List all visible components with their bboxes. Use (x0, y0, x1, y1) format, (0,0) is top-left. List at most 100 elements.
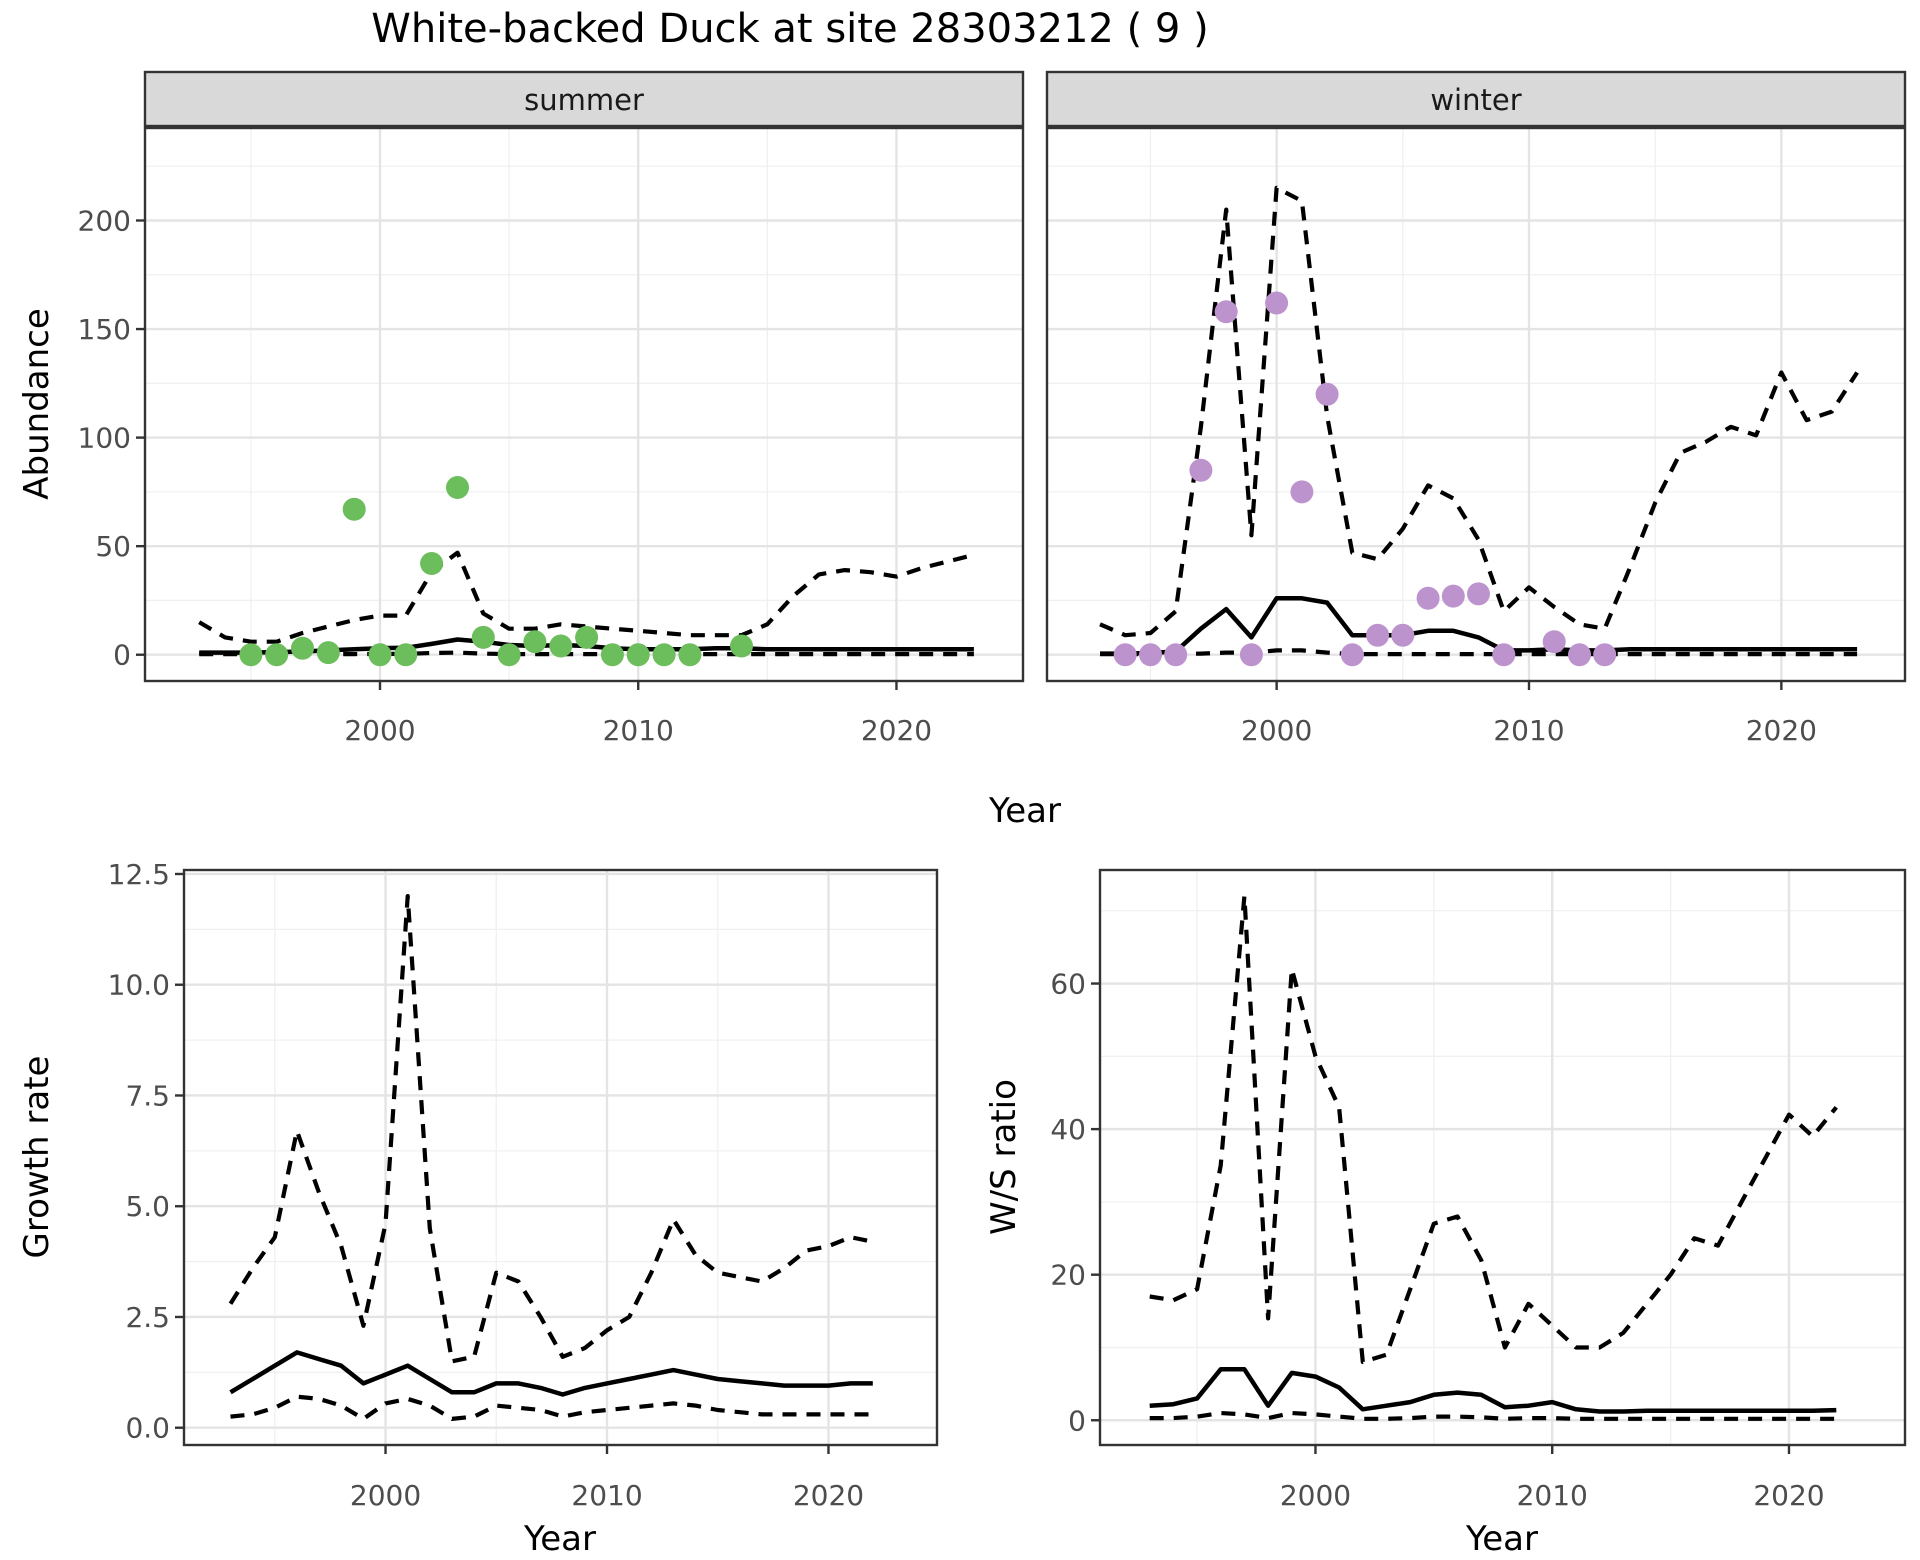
upper-ci-line (198, 550, 975, 644)
y-tick-label: 5.0 (125, 1190, 170, 1223)
gridlines (145, 128, 1023, 681)
y-tick-label: 20 (1050, 1259, 1086, 1292)
data-point (523, 630, 547, 654)
observed-summer-counts-group (239, 476, 753, 667)
facet-strip-label: summer (524, 83, 644, 117)
facet-strip-label: winter (1430, 83, 1521, 117)
facet-strip (1045, 70, 1907, 128)
data-point (730, 634, 753, 658)
data-point (291, 636, 314, 660)
data-point (1366, 623, 1390, 647)
y-tick-label: 0 (1068, 1404, 1086, 1437)
data-point (1441, 584, 1465, 608)
x-tick-label: 2020 (1753, 1479, 1824, 1512)
data-point (1214, 300, 1238, 324)
data-point (1290, 480, 1314, 504)
x-tick-label: 2000 (350, 1479, 421, 1512)
x-tick-label: 2010 (1493, 714, 1564, 747)
data-point (1239, 643, 1263, 667)
data-point (1416, 586, 1440, 610)
x-tick-label: 2010 (603, 714, 674, 747)
y-axis-title: W/S ratio (984, 1079, 1024, 1235)
y-tick-label: 40 (1050, 1113, 1086, 1146)
y-tick-label: 12.5 (108, 858, 170, 891)
data-point (265, 643, 289, 667)
panel-ws-ratio: 2000 2010 2020 0 20 40 60 W/S ratio Year (984, 868, 1907, 1559)
x-tick-label: 2020 (1746, 714, 1817, 747)
data-point (600, 643, 624, 667)
x-axis-title: Year (1465, 1519, 1538, 1559)
data-point (626, 643, 650, 667)
panel-border (1045, 126, 1907, 683)
model-fit-line (229, 1350, 873, 1397)
x-tick-label: 2010 (1517, 1479, 1588, 1512)
data-point (1568, 643, 1591, 667)
y-tick-label: 150 (78, 313, 131, 346)
y-axis-title: Growth rate (17, 1056, 57, 1259)
data-point (1113, 643, 1137, 667)
data-point (1340, 643, 1364, 667)
data-point (342, 497, 366, 521)
data-point (497, 643, 521, 667)
panel-growth-rate: 2000 2010 2020 0.0 2.5 5.0 7.5 10.0 12.5 Growth r… (17, 858, 939, 1559)
gridlines (1100, 870, 1905, 1445)
series-group (1099, 185, 1859, 657)
x-tick-label: 2000 (344, 714, 415, 747)
data-point (652, 643, 676, 667)
data-point (1139, 643, 1162, 667)
top-x-axis-title: Year (988, 791, 1061, 831)
x-tick-label: 2010 (571, 1479, 642, 1512)
model-fit-line (1149, 1367, 1837, 1414)
x-tick-label: 2020 (793, 1479, 864, 1512)
data-point (1315, 382, 1339, 406)
x-axis-title: Year (523, 1519, 596, 1559)
x-tick-label: 2000 (1241, 714, 1312, 747)
data-point (471, 625, 495, 649)
data-point (549, 634, 573, 658)
data-point (1492, 643, 1516, 667)
facet-strip (143, 70, 1025, 128)
y-tick-label: 0 (113, 639, 131, 672)
y-tick-label: 2.5 (125, 1301, 170, 1334)
upper-ci-line (1099, 185, 1859, 638)
y-tick-label: 200 (78, 204, 131, 237)
panel-border (1098, 868, 1907, 1447)
lower-ci-line (1149, 1410, 1837, 1421)
data-point (239, 643, 263, 667)
lower-ci-line (230, 1394, 873, 1421)
panel-background (1100, 870, 1905, 1445)
panel-abundance-winter: winter 2000 2010 2020 (1045, 70, 1907, 747)
y-tick-label: 60 (1050, 968, 1086, 1001)
data-point (1189, 458, 1213, 482)
panel-background (184, 870, 937, 1445)
y-axis-title: Abundance (17, 308, 57, 500)
data-point (678, 643, 702, 667)
data-point (1542, 630, 1566, 654)
data-point (446, 476, 469, 499)
y-tick-label: 100 (78, 422, 131, 455)
data-point (1391, 623, 1415, 647)
x-tick-label: 2000 (1280, 1479, 1351, 1512)
panel-abundance-summer: summer 2000 2010 2020 0 50 100 150 200 Abundance (17, 70, 1025, 747)
data-point (394, 643, 418, 667)
plot-title: White-backed Duck at site 28303212 ( 9 ) (371, 6, 1209, 52)
upper-ci-line (1149, 894, 1838, 1365)
data-point (368, 643, 392, 667)
series-group (1149, 894, 1838, 1421)
series-group (228, 894, 874, 1421)
y-tick-label: 0.0 (125, 1412, 170, 1445)
data-point (316, 641, 340, 665)
data-point (575, 625, 599, 649)
gridlines (184, 870, 937, 1445)
data-point (1265, 291, 1289, 315)
y-tick-label: 50 (95, 530, 131, 563)
panel-border (182, 868, 939, 1447)
observed-winter-counts-group (1113, 291, 1617, 667)
x-tick-label: 2020 (861, 714, 932, 747)
data-point (420, 552, 444, 575)
data-point (1164, 643, 1188, 667)
panel-border (143, 126, 1025, 683)
upper-ci-line (228, 894, 874, 1364)
